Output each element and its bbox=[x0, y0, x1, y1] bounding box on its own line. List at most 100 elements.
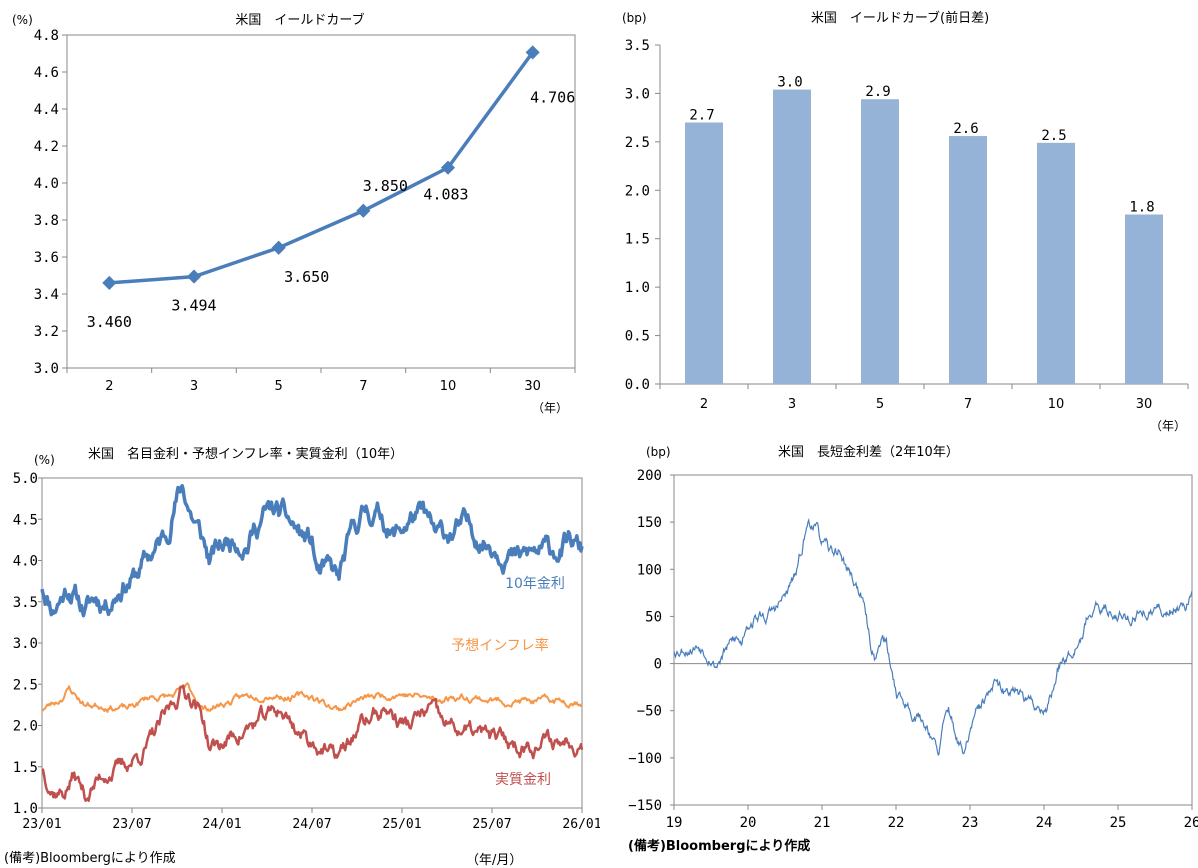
chart-title: 米国 名目金利・予想インフレ率・実質金利（10年） bbox=[88, 446, 403, 462]
x-tick-label: 24 bbox=[1036, 815, 1053, 831]
y-tick-label: 100 bbox=[637, 562, 662, 578]
y-tick-label: 1.0 bbox=[625, 280, 650, 296]
y-tick-label: 4.4 bbox=[34, 102, 59, 118]
plot-area bbox=[66, 34, 576, 369]
bar bbox=[773, 89, 811, 384]
x-tick-label: 10 bbox=[1048, 397, 1065, 412]
y-tick-label: 150 bbox=[637, 515, 662, 531]
y-tick-label: 4.0 bbox=[34, 176, 59, 192]
x-tick-label: 24/07 bbox=[292, 817, 331, 832]
y-tick-label: 3.5 bbox=[13, 595, 38, 611]
y-tick-label: −50 bbox=[637, 704, 662, 720]
chart-title: 米国 イールドカーブ bbox=[235, 12, 364, 28]
data-point-marker bbox=[525, 45, 540, 60]
x-tick-label: 25 bbox=[1110, 815, 1127, 831]
series-line bbox=[41, 682, 583, 713]
y-tick-label: 4.2 bbox=[34, 139, 59, 155]
data-label: 3.460 bbox=[87, 313, 132, 331]
x-tick-label: 30 bbox=[524, 379, 541, 394]
y-tick-label: 2.0 bbox=[625, 183, 650, 199]
data-label: 4.706 bbox=[530, 88, 575, 106]
data-label: 2.9 bbox=[865, 84, 890, 100]
x-tick-label: 30 bbox=[1136, 397, 1153, 412]
y-tick-label: 3.5 bbox=[625, 38, 650, 54]
x-tick-label: 2 bbox=[105, 379, 113, 394]
y-tick-label: 0.5 bbox=[625, 329, 650, 345]
y-unit-label: (%) bbox=[34, 453, 55, 467]
x-tick-label: 26/01 bbox=[562, 817, 600, 832]
data-label: 2.7 bbox=[689, 107, 714, 123]
y-tick-label: 2.5 bbox=[625, 135, 650, 151]
yield-curve-chart: 米国 イールドカーブ (%) （年） 3.0 3.2 3.4 3.6 3.8 4.0 4.2… bbox=[12, 12, 576, 415]
x-tick-label: 20 bbox=[740, 815, 757, 831]
x-tick-label: 25/01 bbox=[382, 817, 421, 832]
x-tick-label: 23/01 bbox=[22, 817, 61, 832]
y-unit-label: (%) bbox=[12, 13, 33, 27]
y-tick-label: 0 bbox=[654, 657, 662, 673]
x-tick-label: 21 bbox=[814, 815, 831, 831]
y-tick-label: 0.0 bbox=[625, 377, 650, 393]
y-tick-label: −100 bbox=[628, 751, 662, 767]
y-tick-label: 3.8 bbox=[34, 213, 59, 229]
data-point-marker bbox=[102, 275, 117, 290]
x-tick-label: 22 bbox=[888, 815, 905, 831]
y-tick-label: 5.0 bbox=[13, 471, 38, 487]
data-label: 3.0 bbox=[777, 75, 802, 91]
data-point-marker bbox=[440, 160, 456, 175]
term-spread-chart: 米国 長短金利差（2年10年） (bp) (備考)Bloombergにより作成 … bbox=[628, 444, 1198, 854]
series-label: 実質金利 bbox=[495, 772, 551, 788]
y-tick-label: 2.5 bbox=[13, 677, 38, 693]
data-point-marker bbox=[186, 269, 202, 284]
data-label: 4.083 bbox=[423, 186, 468, 204]
data-label: 3.494 bbox=[171, 297, 216, 315]
yield-change-bar-chart: 米国 イールドカーブ(前日差) (bp) （年） 0.0 0.5 1.0 1.5 2.0… bbox=[622, 10, 1189, 433]
bar bbox=[1037, 142, 1075, 384]
x-tick-label: 5 bbox=[876, 397, 884, 412]
y-unit-label: (bp) bbox=[622, 11, 647, 25]
source-note: (備考)Bloombergにより作成 bbox=[4, 850, 176, 866]
series-line bbox=[41, 684, 584, 802]
x-tick-label: 23/07 bbox=[112, 817, 151, 832]
x-tick-label: 24/01 bbox=[202, 817, 241, 832]
series-line bbox=[673, 517, 1193, 756]
y-tick-label: 3.0 bbox=[34, 361, 59, 377]
x-tick-label: 2 bbox=[700, 397, 708, 412]
x-tick-label: 19 bbox=[666, 815, 683, 831]
series-line bbox=[109, 51, 535, 285]
bar bbox=[685, 122, 723, 384]
source-note: (備考)Bloombergにより作成 bbox=[628, 838, 810, 854]
plot-area bbox=[673, 474, 1193, 806]
y-tick-label: 200 bbox=[637, 468, 662, 484]
data-label: 2.6 bbox=[953, 121, 978, 137]
y-tick-label: 4.0 bbox=[13, 554, 38, 570]
x-tick-label: 3 bbox=[190, 379, 198, 394]
x-tick-label: 26 bbox=[1184, 815, 1198, 831]
series-label: 予想インフレ率 bbox=[451, 637, 549, 654]
y-tick-label: 1.0 bbox=[13, 801, 38, 817]
y-tick-label: 3.0 bbox=[625, 86, 650, 102]
y-tick-label: 3.2 bbox=[34, 324, 59, 340]
series-label: 10年金利 bbox=[505, 576, 565, 592]
data-point-marker bbox=[356, 203, 371, 218]
x-tick-label: 5 bbox=[275, 379, 283, 394]
x-unit-label: （年） bbox=[1150, 419, 1186, 433]
chart-title: 米国 イールドカーブ(前日差) bbox=[811, 10, 989, 26]
data-point-marker bbox=[271, 240, 286, 255]
y-tick-label: 3.6 bbox=[34, 250, 59, 266]
y-unit-label: (bp) bbox=[646, 445, 671, 459]
chart-title: 米国 長短金利差（2年10年） bbox=[778, 444, 959, 460]
x-tick-label: 3 bbox=[788, 397, 796, 412]
y-tick-label: 4.6 bbox=[34, 65, 59, 81]
data-label: 1.8 bbox=[1129, 200, 1154, 216]
y-tick-label: 3.0 bbox=[13, 636, 38, 652]
x-tick-label: 7 bbox=[964, 397, 972, 412]
rates-10y-chart: 米国 名目金利・予想インフレ率・実質金利（10年） (%) （年/月） (備考)… bbox=[4, 446, 600, 868]
x-tick-label: 7 bbox=[359, 379, 367, 394]
bar bbox=[949, 136, 987, 384]
y-tick-label: 50 bbox=[645, 609, 662, 625]
y-tick-label: −150 bbox=[628, 798, 662, 814]
bar bbox=[1125, 214, 1163, 384]
x-tick-label: 25/07 bbox=[472, 817, 511, 832]
y-tick-label: 1.5 bbox=[625, 232, 650, 248]
data-label: 3.850 bbox=[363, 177, 408, 195]
